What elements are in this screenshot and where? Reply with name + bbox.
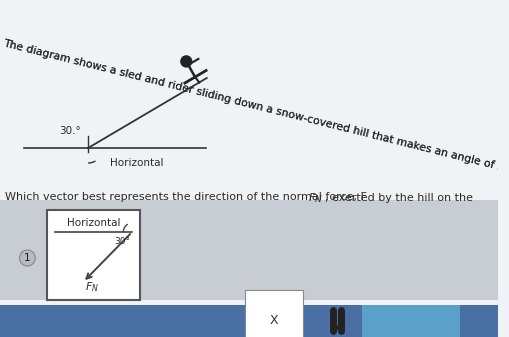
Text: Horizontal: Horizontal [67,218,120,228]
Text: F: F [308,193,315,203]
FancyBboxPatch shape [362,305,460,337]
Circle shape [19,250,35,266]
Text: 30°: 30° [115,237,130,246]
Text: N: N [315,195,322,204]
Text: 1: 1 [24,253,31,263]
Text: , exerted by the hill on the: , exerted by the hill on the [325,193,473,203]
Text: X: X [270,314,278,328]
Text: The diagram shows a sled and rider sliding down a snow-covered hill that makes a: The diagram shows a sled and rider slidi… [3,38,509,174]
Circle shape [181,56,192,67]
Text: The diagram shows a sled and rider sliding down a snow-covered hill that makes a: The diagram shows a sled and rider slidi… [3,38,509,174]
FancyBboxPatch shape [0,200,498,300]
Text: 30.°: 30.° [59,126,80,136]
FancyBboxPatch shape [47,308,140,328]
FancyBboxPatch shape [47,210,140,300]
Text: Which vector best represents the direction of the normal force, F: Which vector best represents the directi… [5,192,367,202]
FancyBboxPatch shape [0,0,498,200]
Text: Horizontal: Horizontal [110,158,164,168]
FancyBboxPatch shape [0,305,498,337]
Text: $F_N$: $F_N$ [85,280,99,294]
